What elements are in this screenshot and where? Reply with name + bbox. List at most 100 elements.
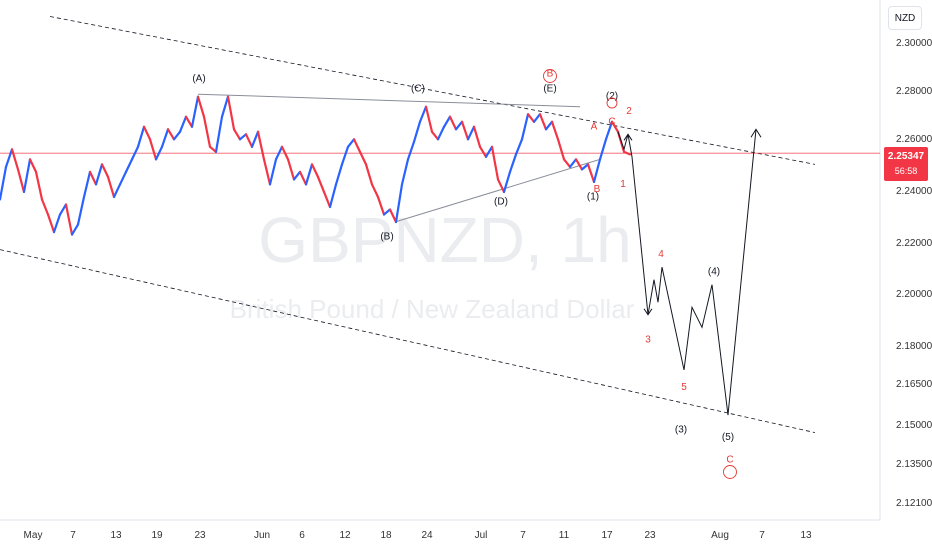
price-segment (178, 115, 188, 133)
price-segment (40, 198, 50, 216)
wave-label: C (608, 116, 615, 127)
price-segment (622, 150, 632, 156)
time-tick-label: Jul (475, 530, 488, 541)
wave-label: 1 (620, 179, 626, 190)
price-segment (592, 158, 602, 184)
price-tick-label: 2.15000 (896, 420, 932, 431)
price-segment (286, 158, 296, 181)
price-segment (376, 195, 386, 216)
price-segment (118, 170, 128, 186)
price-segment (136, 125, 146, 148)
price-tick-label: 2.12100 (896, 498, 932, 509)
price-segment (196, 95, 206, 118)
price-segment (466, 125, 476, 141)
price-segment (262, 158, 272, 186)
watermark-symbol: GBPNZD, 1h (258, 204, 631, 276)
triangle-lower-line (394, 158, 601, 223)
price-segment (448, 115, 458, 131)
price-segment (418, 105, 428, 123)
wave-labels: (A)(B)(C)(D)(E)B(2)2A CB 1(1)345(3)(4)(5)C (192, 69, 734, 466)
price-segment (4, 148, 14, 168)
price-segment (502, 170, 512, 194)
wave-label: A (591, 121, 598, 132)
price-segment (100, 163, 110, 179)
price-segment (532, 113, 542, 123)
wave-label: 2 (626, 106, 632, 117)
price-segment (52, 213, 62, 234)
wave-label: 4 (658, 249, 664, 260)
price-segment (412, 120, 422, 143)
price-segment (514, 138, 524, 156)
price-segment (10, 148, 20, 171)
price-segment (580, 163, 590, 171)
price-segment (112, 183, 122, 199)
price-segment (238, 133, 248, 141)
time-axis[interactable]: May 7 13 19 23 Jun 6 12 18 24 Jul 7 11 17 23 Aug 7 13 (24, 530, 812, 541)
last-price-value: 2.25347 (887, 151, 925, 162)
price-segment (568, 158, 578, 168)
price-segment (322, 190, 332, 209)
price-segment (82, 170, 92, 199)
currency-badge[interactable]: NZD (888, 6, 922, 30)
price-segment (226, 95, 236, 131)
time-tick-label: 13 (800, 530, 812, 541)
price-segment (256, 130, 266, 161)
price-segment (70, 223, 80, 236)
price-segment (202, 115, 212, 148)
price-tick-label: 2.30000 (896, 38, 932, 49)
price-segment (160, 128, 170, 148)
time-tick-label: 6 (299, 530, 305, 541)
price-tick-label: 2.13500 (896, 459, 932, 470)
price-segment (430, 130, 440, 141)
time-tick-label: 7 (70, 530, 76, 541)
price-segment (316, 175, 326, 194)
price-segment (478, 145, 488, 158)
price-segment (292, 170, 302, 181)
price-segment (148, 138, 158, 161)
wave-label: (E) (543, 84, 556, 95)
wave-label: (4) (708, 267, 720, 278)
wave-label: (C) (411, 84, 425, 95)
price-segment (508, 153, 518, 173)
price-segment (58, 203, 68, 216)
wave-label: C (726, 455, 733, 466)
wave-label: (D) (494, 196, 508, 207)
price-segment (604, 120, 614, 141)
price-segment (76, 195, 86, 226)
price-segment (172, 130, 182, 141)
wave-label: (B) (380, 232, 393, 243)
price-tick-label: 2.28000 (896, 86, 932, 97)
price-segment (544, 120, 554, 131)
price-tick-label: 2.20000 (896, 289, 932, 300)
price-axis[interactable]: 2.30000 2.28000 2.26000 2.24000 2.22000 2.200… (896, 38, 932, 509)
price-segment (274, 145, 284, 161)
wave-label: 3 (645, 334, 651, 345)
projection-path (617, 128, 762, 416)
price-segment (388, 208, 398, 224)
price-segment (220, 95, 230, 118)
price-segment (46, 213, 56, 234)
price-segment (94, 163, 104, 186)
price-segment (382, 208, 392, 216)
price-segment (562, 158, 572, 168)
price-segment (496, 178, 506, 194)
price-segment (424, 105, 434, 133)
wave-label: (5) (722, 432, 734, 443)
time-tick-label: 7 (759, 530, 765, 541)
price-segment (130, 145, 140, 161)
time-tick-label: 24 (421, 530, 433, 541)
price-segment (124, 158, 134, 173)
price-segment (358, 150, 368, 166)
price-segment (166, 128, 176, 141)
price-tick-label: 2.16500 (896, 379, 932, 390)
price-segment (106, 175, 116, 199)
price-segment (334, 163, 344, 186)
price-segment (88, 170, 98, 186)
price-tick-label: 2.26000 (896, 134, 932, 145)
price-segment (64, 203, 74, 236)
price-segment (370, 183, 380, 199)
price-segment (484, 145, 494, 158)
price-segment (610, 120, 620, 133)
price-segment (490, 145, 500, 181)
